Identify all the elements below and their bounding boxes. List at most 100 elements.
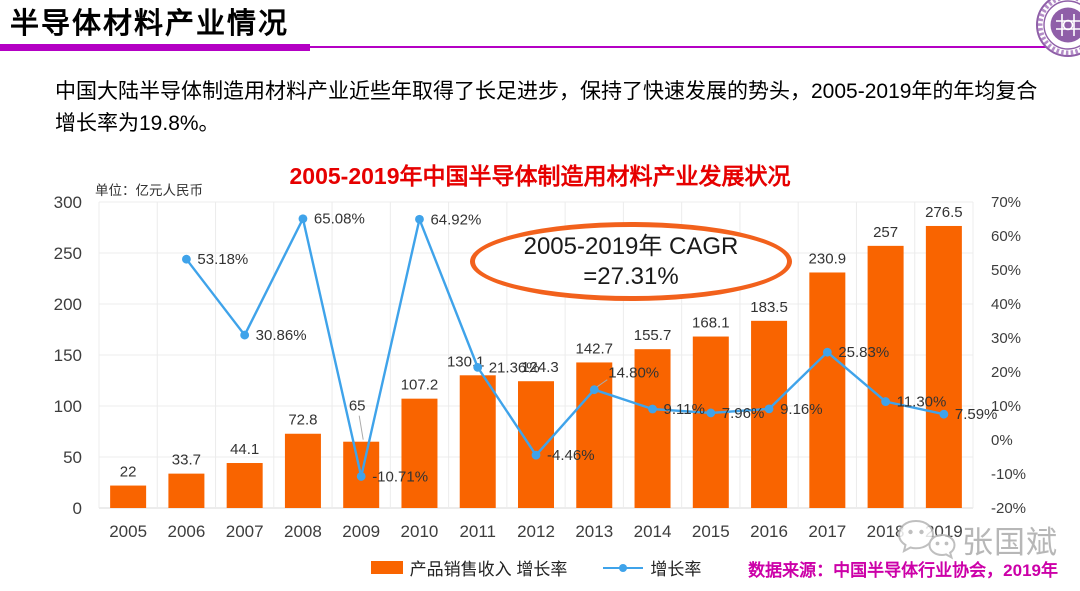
- axis-labels: 0 50 100 150 200 250 300 -20% -10% 0% 10% 20% 30% 40%…: [54, 193, 1026, 541]
- svg-text:0: 0: [73, 499, 82, 518]
- growth-line: [185, 217, 945, 478]
- line-point-2008: [298, 214, 308, 224]
- data-source: 数据来源：中国半导体行业协会，2019年: [748, 561, 1058, 580]
- bar-2019: [925, 225, 962, 508]
- watermark: 张国斌: [896, 517, 1058, 562]
- svg-text:-10.71%: -10.71%: [372, 468, 428, 485]
- svg-text:2010: 2010: [401, 522, 439, 541]
- svg-text:11.30%: 11.30%: [897, 394, 947, 411]
- svg-text:2017: 2017: [808, 522, 846, 541]
- svg-text:65.08%: 65.08%: [314, 211, 365, 228]
- cagr-annotation: 2005-2019年 CAGR =27.31%: [470, 222, 792, 301]
- svg-text:65: 65: [349, 398, 366, 415]
- bar-swatch-icon: [370, 561, 403, 574]
- svg-text:30.86%: 30.86%: [256, 327, 307, 344]
- line-point-2007: [240, 330, 250, 340]
- svg-text:72.8: 72.8: [288, 412, 317, 429]
- bar-2018: [867, 245, 904, 509]
- bar-2014: [634, 349, 671, 508]
- title-underline-thin: [310, 46, 1080, 48]
- svg-text:276.5: 276.5: [925, 204, 963, 221]
- svg-text:230.9: 230.9: [809, 250, 847, 267]
- svg-text:7.96%: 7.96%: [722, 405, 765, 422]
- svg-text:0%: 0%: [991, 432, 1013, 449]
- svg-text:2013: 2013: [575, 522, 613, 541]
- legend-item-growth: 增长率: [603, 555, 701, 580]
- bar-2012: [518, 381, 554, 508]
- bar-2011: [459, 375, 496, 508]
- svg-text:200: 200: [54, 295, 82, 314]
- bar-2017: [809, 272, 846, 508]
- svg-text:155.7: 155.7: [634, 327, 672, 344]
- cagr-line2: =27.31%: [583, 262, 679, 290]
- university-seal-icon: [1036, 0, 1080, 57]
- wechat-icon: [897, 519, 956, 560]
- legend-label-growth: 增长率: [650, 560, 702, 579]
- svg-text:2008: 2008: [284, 522, 322, 541]
- svg-text:50%: 50%: [991, 262, 1021, 279]
- line-point-2006: [182, 254, 191, 264]
- cagr-line1: 2005-2019年 CAGR: [523, 232, 739, 260]
- svg-text:10%: 10%: [991, 398, 1021, 415]
- svg-text:21.36%: 21.36%: [489, 359, 540, 376]
- bar-2010: [401, 398, 438, 508]
- line-point-2018: [881, 397, 890, 406]
- line-point-2014: [648, 404, 657, 414]
- line-value-labels: 53.18% 30.86% 65.08% -10.71% 64.92% 21.36% -4.…: [197, 211, 997, 486]
- svg-text:300: 300: [54, 193, 82, 212]
- svg-text:50: 50: [63, 448, 82, 467]
- svg-text:250: 250: [54, 244, 82, 263]
- title-underline-thick: [0, 44, 310, 51]
- svg-text:44.1: 44.1: [230, 441, 259, 458]
- svg-text:150: 150: [54, 346, 82, 365]
- line-point-2016: [764, 404, 774, 414]
- svg-text:257: 257: [873, 224, 898, 241]
- svg-text:9.11%: 9.11%: [664, 401, 705, 418]
- svg-text:25.83%: 25.83%: [838, 344, 889, 361]
- svg-text:-10%: -10%: [991, 466, 1026, 483]
- page-title: 半导体材料产业情况: [10, 6, 290, 40]
- chart-legend: 产品销售收入 增长率 增长率: [99, 555, 973, 580]
- line-point-2009: [356, 472, 366, 481]
- svg-text:30%: 30%: [991, 330, 1021, 347]
- svg-text:168.1: 168.1: [692, 315, 730, 332]
- line-point-2015: [706, 408, 716, 418]
- bar-2005: [110, 485, 147, 508]
- line-swatch-icon: [603, 563, 644, 573]
- svg-text:33.7: 33.7: [172, 452, 201, 469]
- line-point-2010: [415, 214, 424, 224]
- svg-text:53.18%: 53.18%: [197, 251, 248, 268]
- svg-text:107.2: 107.2: [401, 377, 439, 394]
- svg-text:142.7: 142.7: [575, 340, 613, 357]
- svg-text:22: 22: [120, 464, 137, 481]
- svg-text:20%: 20%: [991, 364, 1021, 381]
- svg-text:2011: 2011: [459, 522, 496, 541]
- svg-text:2015: 2015: [692, 522, 730, 541]
- svg-text:2009: 2009: [342, 522, 380, 541]
- bar-2008: [284, 433, 321, 508]
- bar-2007: [226, 463, 263, 508]
- svg-text:14.80%: 14.80%: [608, 365, 659, 382]
- svg-text:70%: 70%: [991, 194, 1021, 211]
- svg-text:100: 100: [54, 397, 82, 416]
- svg-text:40%: 40%: [991, 296, 1021, 313]
- bar-2015: [692, 336, 729, 508]
- svg-text:2012: 2012: [517, 522, 555, 541]
- svg-text:2014: 2014: [634, 522, 672, 541]
- bar-2006: [168, 473, 205, 508]
- growth-line-series: [182, 214, 949, 481]
- line-point-2019: [939, 409, 949, 419]
- svg-text:2016: 2016: [750, 522, 788, 541]
- svg-text:124.3: 124.3: [521, 359, 559, 376]
- line-point-2017: [822, 347, 832, 357]
- line-point-2012: [531, 450, 541, 460]
- svg-text:9.16%: 9.16%: [780, 401, 823, 418]
- svg-text:2007: 2007: [226, 522, 264, 541]
- svg-text:183.5: 183.5: [750, 299, 788, 316]
- bar-2013: [576, 362, 613, 508]
- svg-text:2006: 2006: [167, 522, 205, 541]
- bars-series: [110, 225, 962, 509]
